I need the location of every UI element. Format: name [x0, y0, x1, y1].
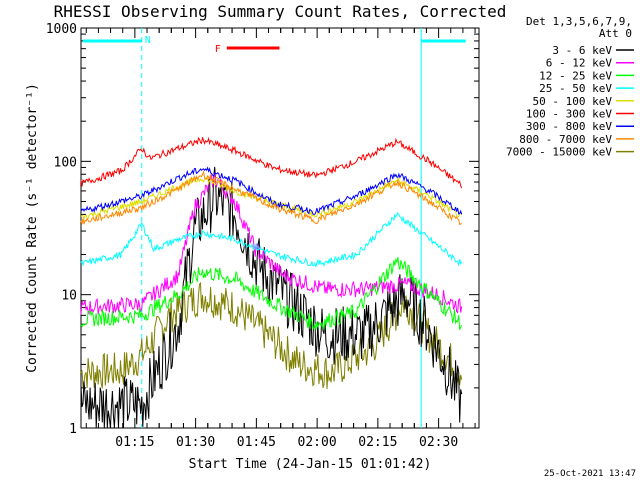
series-line-2 [80, 257, 463, 330]
x-tick-label: 02:30 [419, 435, 458, 450]
chart-title: RHESSI Observing Summary Count Rates, Co… [54, 2, 507, 21]
series-lines [80, 136, 463, 429]
x-axis-label: Start Time (24-Jan-15 01:01:42) [189, 457, 432, 472]
legend-label: 300 - 800 keV [526, 120, 612, 133]
legend-label: 3 - 6 keV [552, 44, 612, 57]
legend-label: 50 - 100 keV [533, 95, 613, 108]
series-line-1 [80, 172, 463, 316]
x-tick-label: 02:15 [358, 435, 397, 450]
x-tick-label: 01:30 [176, 435, 215, 450]
y-tick-label: 1000 [46, 22, 77, 37]
night-boundary-lines [83, 28, 466, 428]
plot-frame [80, 27, 480, 429]
night-flag-label: N [145, 35, 151, 46]
legend-label: 12 - 25 keV [539, 69, 612, 82]
legend-header: Det 1,3,5,6,7,9, [526, 15, 632, 28]
legend-label: 7000 - 15000 keV [506, 146, 612, 159]
legend-label: 6 - 12 keV [546, 57, 613, 70]
legend-header-att: Att 0 [599, 27, 632, 40]
timestamp: 25-Oct-2021 13:47 [544, 469, 636, 479]
y-tick-label: 100 [54, 155, 77, 170]
y-tick-label: 1 [69, 422, 77, 437]
y-axis-label: Corrected Count Rate (s⁻¹ detector⁻¹) [25, 83, 40, 373]
series-line-0 [80, 166, 463, 429]
series-line-5 [80, 136, 463, 189]
x-tick-label: 01:15 [115, 435, 154, 450]
legend-label: 100 - 300 keV [526, 108, 612, 121]
axis-ticks: 1 10 100 1000 01:15 01:30 01:45 02:00 02:15 02:30 [46, 22, 479, 450]
annotations: NF [145, 35, 221, 55]
series-line-6 [80, 166, 463, 215]
x-tick-label: 01:45 [237, 435, 276, 450]
legend-label: 25 - 50 keV [539, 82, 612, 95]
y-tick-label: 10 [61, 289, 77, 304]
series-line-7 [80, 170, 463, 226]
flare-flag-label: F [215, 44, 221, 55]
x-tick-label: 02:00 [298, 435, 337, 450]
series-line-3 [80, 211, 463, 268]
legend-label: 800 - 7000 keV [519, 133, 612, 146]
series-line-4 [80, 176, 463, 220]
